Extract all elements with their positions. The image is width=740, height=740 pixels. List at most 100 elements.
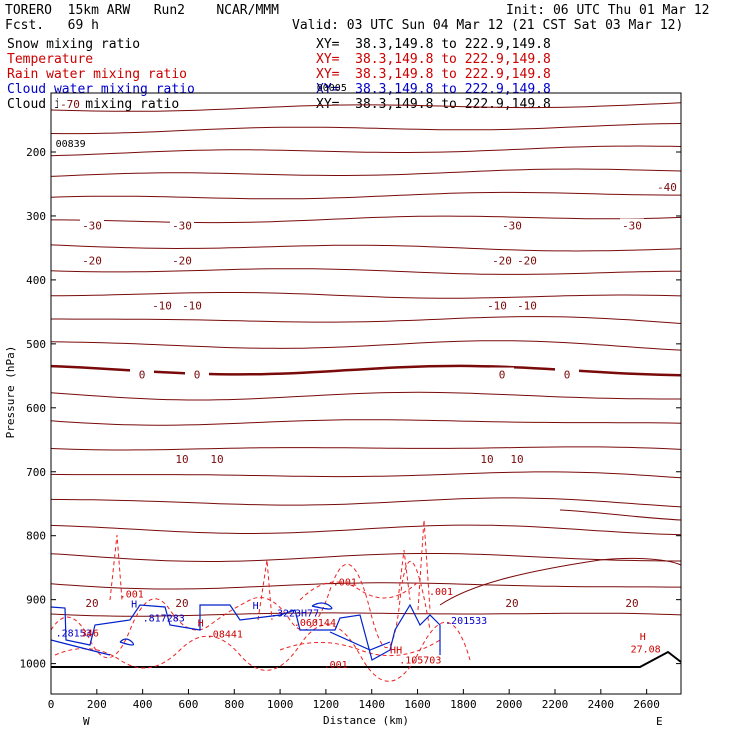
annotation-label: H <box>198 619 204 630</box>
annotation-label: .001 <box>120 590 144 601</box>
contour-label-bg <box>555 367 579 380</box>
isotherm-line <box>51 316 682 324</box>
x-tick-label-2200: 2200 <box>542 698 569 711</box>
x-tick-label-200: 200 <box>87 698 107 711</box>
east-label: E <box>656 715 663 728</box>
isotherm-line <box>50 497 682 508</box>
model-title: TORERO 15km ARW Run2 NCAR/MMM <box>5 3 279 18</box>
annotation-label: H <box>640 632 646 643</box>
isotherm-line <box>50 145 682 157</box>
annotation-label: H <box>253 601 259 612</box>
cloud-water-contour <box>329 631 391 651</box>
contour-label-bg <box>80 595 104 608</box>
annotation-label: .817283 <box>143 613 185 624</box>
isotherm-line <box>50 471 682 479</box>
contour-label-bg <box>490 367 514 380</box>
y-tick-label-200: 200 <box>26 146 46 159</box>
legend-rain-xy: XY= 38.3,149.8 to 222.9,149.8 <box>316 67 551 82</box>
annotation-label: .08441 <box>207 629 243 640</box>
contour-label-bg <box>205 451 229 464</box>
contour-label-bg <box>490 253 514 266</box>
rain-contour <box>54 621 471 682</box>
isotherm-line <box>50 168 682 177</box>
contour-label-bg <box>58 97 82 110</box>
contour-label: 0 <box>194 369 201 382</box>
contour-label: -10 <box>182 299 202 312</box>
isotherm-line <box>50 268 682 275</box>
contour-label-bg <box>170 451 194 464</box>
annotation-label: .3223H77 <box>271 608 319 619</box>
isotherm-line <box>439 557 682 606</box>
y-tick-label-800: 800 <box>26 530 46 543</box>
annotation-label: .105703 <box>399 656 441 667</box>
contour-label-bg <box>500 218 524 231</box>
x-tick-label-2000: 2000 <box>496 698 523 711</box>
rain-contour <box>299 579 421 601</box>
x-tick-label-1200: 1200 <box>313 698 340 711</box>
contour-label: 0 <box>499 369 506 382</box>
contour-label-bg <box>620 595 644 608</box>
annotation-label: 346 <box>81 629 99 640</box>
contour-label: -40 <box>657 181 677 194</box>
contour-label: -30 <box>82 220 102 233</box>
rain-contour <box>397 549 411 601</box>
x-tick-label-2600: 2600 <box>633 698 660 711</box>
isotherm-line <box>50 524 682 536</box>
x-tick-label-800: 800 <box>224 698 244 711</box>
contour-label-bg <box>80 218 104 231</box>
cloud-water-contour <box>311 602 333 610</box>
isotherm-line <box>50 244 682 252</box>
contour-label: 0 <box>564 369 571 382</box>
contour-label: -10 <box>517 299 537 312</box>
contour-label-bg <box>620 218 644 231</box>
isotherm-line <box>50 102 682 112</box>
contour-label: 20 <box>625 597 638 610</box>
isotherm-line <box>50 191 681 200</box>
annotation-label: H <box>131 599 137 610</box>
x-tick-label-1800: 1800 <box>450 698 477 711</box>
cloud-water-contour <box>119 638 135 646</box>
cloud-water-contour <box>50 603 441 661</box>
x-tick-label-1600: 1600 <box>404 698 431 711</box>
annotation-label: .201533 <box>445 616 487 627</box>
y-tick-label-900: 900 <box>26 594 46 607</box>
contour-label-bg <box>475 451 499 464</box>
isotherm-line <box>50 391 681 401</box>
annotation-label: .001 <box>429 587 453 598</box>
contour-label-bg <box>170 218 194 231</box>
y-tick-label-1000: 1000 <box>20 658 47 671</box>
contour-label-bg <box>170 253 194 266</box>
legend-snow: Snow mixing ratio <box>7 37 141 52</box>
y-axis-label: Pressure (hPa) <box>4 346 17 439</box>
isotherm-line <box>50 446 682 451</box>
legend-snow-xy: XY= 38.3,149.8 to 222.9,149.8 <box>316 37 551 52</box>
contour-label-bg <box>150 298 174 311</box>
x-tick-label-400: 400 <box>133 698 153 711</box>
isotherm-line <box>50 419 682 426</box>
contour-label-bg <box>505 451 529 464</box>
rain-contour <box>257 559 273 621</box>
contour-label-bg <box>485 298 509 311</box>
isotherm-line <box>559 509 682 521</box>
west-label: W <box>83 715 90 728</box>
contour-label: 20 <box>505 597 518 610</box>
x-axis-label: Distance (km) <box>323 714 409 727</box>
annotation-label: HH <box>390 645 402 656</box>
contour-label: -30 <box>502 220 522 233</box>
contour-label-bg <box>185 367 209 380</box>
contour-label: 0 <box>139 369 146 382</box>
contour-label-bg <box>180 298 204 311</box>
contour-label: -20 <box>172 255 192 268</box>
legend-cloud-ice-xy: XY= 38.3,149.8 to 222.9,149.8 <box>316 97 551 112</box>
contour-label: 10 <box>480 453 493 466</box>
y-tick-label-300: 300 <box>26 210 46 223</box>
contour-label: 20 <box>175 597 188 610</box>
contour-label: -30 <box>622 220 642 233</box>
y-tick-label-700: 700 <box>26 466 46 479</box>
contour-label: -20 <box>492 255 512 268</box>
x-tick-label-600: 600 <box>179 698 199 711</box>
contour-label: -10 <box>152 299 172 312</box>
legend-temperature-xy: XY= 38.3,149.8 to 222.9,149.8 <box>316 52 551 67</box>
contour-label-bg <box>515 253 539 266</box>
contour-label: -70 <box>60 98 80 111</box>
